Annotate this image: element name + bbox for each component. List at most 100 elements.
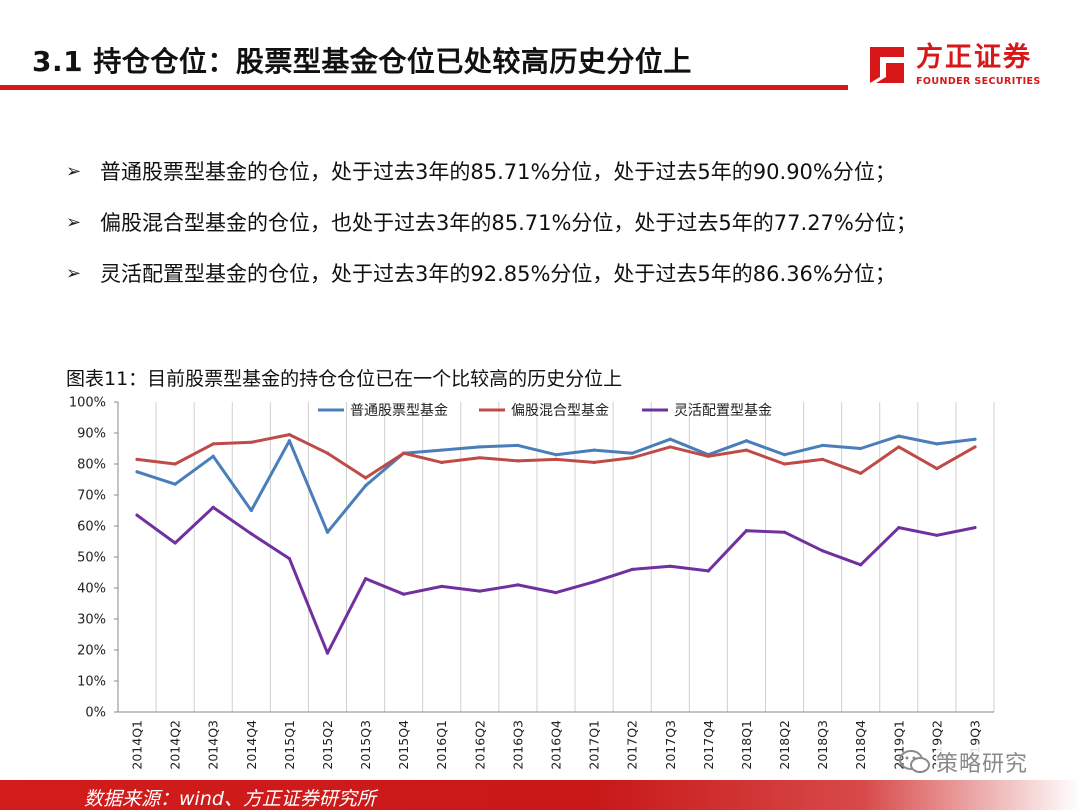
data-point xyxy=(744,439,749,443)
data-point xyxy=(478,445,482,449)
x-tick-label: 2015Q3 xyxy=(358,720,373,770)
legend-label: 普通股票型基金 xyxy=(350,402,448,419)
data-point xyxy=(554,591,558,595)
data-point xyxy=(630,451,634,455)
data-point xyxy=(249,508,253,513)
data-point xyxy=(592,460,596,465)
founder-logo-icon xyxy=(870,47,904,83)
bullet-text: 灵活配置型基金的仓位，处于过去3年的92.85%分位，处于过去5年的86.36%… xyxy=(100,262,896,286)
figure-title: 图表11：目前股票型基金的持仓仓位已在一个比较高的历史分位上 xyxy=(66,368,623,390)
data-point xyxy=(592,580,596,584)
legend-label: 灵活配置型基金 xyxy=(674,402,772,419)
data-point xyxy=(135,470,139,474)
data-point xyxy=(402,592,406,596)
y-tick-label: 100% xyxy=(69,396,106,411)
wechat-icon xyxy=(899,750,930,773)
data-point xyxy=(782,530,787,534)
data-point xyxy=(440,448,444,452)
x-tick-label: 2016Q3 xyxy=(510,720,525,770)
arrow-bullet-icon: ➢ xyxy=(66,212,82,233)
data-point xyxy=(173,541,177,545)
data-point xyxy=(782,453,787,457)
data-point xyxy=(668,445,672,449)
data-point xyxy=(897,434,901,438)
data-point xyxy=(287,432,291,437)
data-point xyxy=(363,577,368,581)
data-point xyxy=(630,456,634,460)
data-point xyxy=(516,459,520,463)
x-tick-label: 2014Q4 xyxy=(244,720,259,770)
data-point xyxy=(706,569,710,573)
data-point xyxy=(173,482,177,486)
data-point xyxy=(973,437,977,441)
data-point xyxy=(554,453,558,457)
logo-name-cn: 方正证券 xyxy=(916,42,1032,73)
x-tick-label: 2018Q4 xyxy=(853,720,868,770)
watermark-text: 策略研究 xyxy=(936,746,1029,778)
data-point xyxy=(211,505,215,509)
x-tick-label: 2016Q4 xyxy=(549,720,564,770)
data-point xyxy=(287,556,291,561)
data-point xyxy=(935,442,939,446)
y-tick-label: 90% xyxy=(77,427,106,442)
data-point xyxy=(630,567,634,571)
x-tick-label: 2018Q1 xyxy=(739,720,754,770)
data-point xyxy=(287,439,291,443)
data-point xyxy=(935,533,939,537)
y-tick-label: 50% xyxy=(77,551,106,566)
logo-name-en: FOUNDER SECURITIES xyxy=(916,76,1041,87)
data-point xyxy=(249,440,253,444)
x-tick-label: 2017Q2 xyxy=(625,720,640,770)
data-point xyxy=(478,589,482,593)
x-tick-label: 2015Q4 xyxy=(396,720,411,770)
x-tick-label: 2017Q4 xyxy=(701,720,716,770)
data-point xyxy=(592,448,596,452)
data-point xyxy=(821,457,825,461)
data-point xyxy=(859,471,863,475)
x-tick-label: 2015Q1 xyxy=(282,720,297,770)
data-point xyxy=(782,462,787,466)
data-point xyxy=(402,451,406,455)
data-point xyxy=(211,442,215,446)
y-tick-label: 80% xyxy=(77,458,106,473)
data-point xyxy=(935,467,939,471)
title-underline xyxy=(0,85,848,90)
x-tick-label: 2015Q2 xyxy=(320,720,335,770)
data-point xyxy=(211,454,215,458)
bullet-item: ➢ 灵活配置型基金的仓位，处于过去3年的92.85%分位，处于过去5年的86.3… xyxy=(66,259,917,310)
source-note: 数据来源：wind、方正证券研究所 xyxy=(84,788,376,810)
x-tick-label: 2018Q3 xyxy=(815,720,830,770)
x-tick-label: 2018Q2 xyxy=(777,720,792,770)
x-tick-label: 2019Q1 xyxy=(891,720,906,770)
bullet-text: 偏股混合型基金的仓位，也处于过去3年的85.71%分位，处于过去5年的77.27… xyxy=(100,211,917,235)
data-point xyxy=(363,484,368,488)
x-tick-label: 2016Q2 xyxy=(472,720,487,770)
data-point xyxy=(744,448,749,452)
x-tick-label: 2017Q3 xyxy=(663,720,678,770)
data-point xyxy=(668,564,672,568)
data-point xyxy=(325,451,330,455)
x-tick-label: 2016Q1 xyxy=(434,720,449,770)
arrow-bullet-icon: ➢ xyxy=(66,263,82,284)
data-point xyxy=(859,563,863,567)
data-point xyxy=(249,532,253,536)
data-point xyxy=(516,443,520,447)
data-point xyxy=(363,476,368,480)
data-point xyxy=(135,457,139,461)
bullet-item: ➢ 普通股票型基金的仓位，处于过去3年的85.71%分位，处于过去5年的90.9… xyxy=(66,157,917,208)
data-point xyxy=(706,454,710,458)
company-logo: 方正证券 FOUNDER SECURITIES xyxy=(864,43,1054,91)
data-point xyxy=(668,437,672,441)
data-point xyxy=(173,462,177,466)
y-tick-label: 60% xyxy=(77,520,106,535)
y-tick-label: 10% xyxy=(77,675,106,690)
data-point xyxy=(744,529,749,533)
data-point xyxy=(516,583,520,587)
series-line xyxy=(135,505,977,655)
x-tick-label: 2014Q2 xyxy=(168,720,183,770)
data-point xyxy=(325,651,330,655)
y-tick-label: 30% xyxy=(77,613,106,628)
data-point xyxy=(440,584,444,589)
data-point xyxy=(821,549,825,553)
data-point xyxy=(973,525,977,530)
